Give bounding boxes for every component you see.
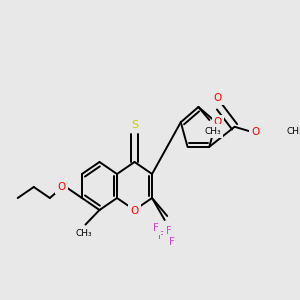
Text: S: S: [131, 120, 138, 130]
Text: O: O: [214, 117, 222, 127]
Text: CH₃: CH₃: [76, 229, 92, 238]
Text: O: O: [252, 127, 260, 137]
Text: F: F: [158, 231, 164, 241]
Text: F: F: [169, 237, 174, 247]
Text: F: F: [166, 226, 172, 236]
Text: O: O: [130, 206, 139, 216]
Text: CH₃: CH₃: [286, 127, 300, 136]
Text: O: O: [214, 93, 222, 103]
Text: F: F: [153, 223, 159, 233]
Text: CH₃: CH₃: [204, 127, 221, 136]
Text: O: O: [58, 182, 66, 192]
